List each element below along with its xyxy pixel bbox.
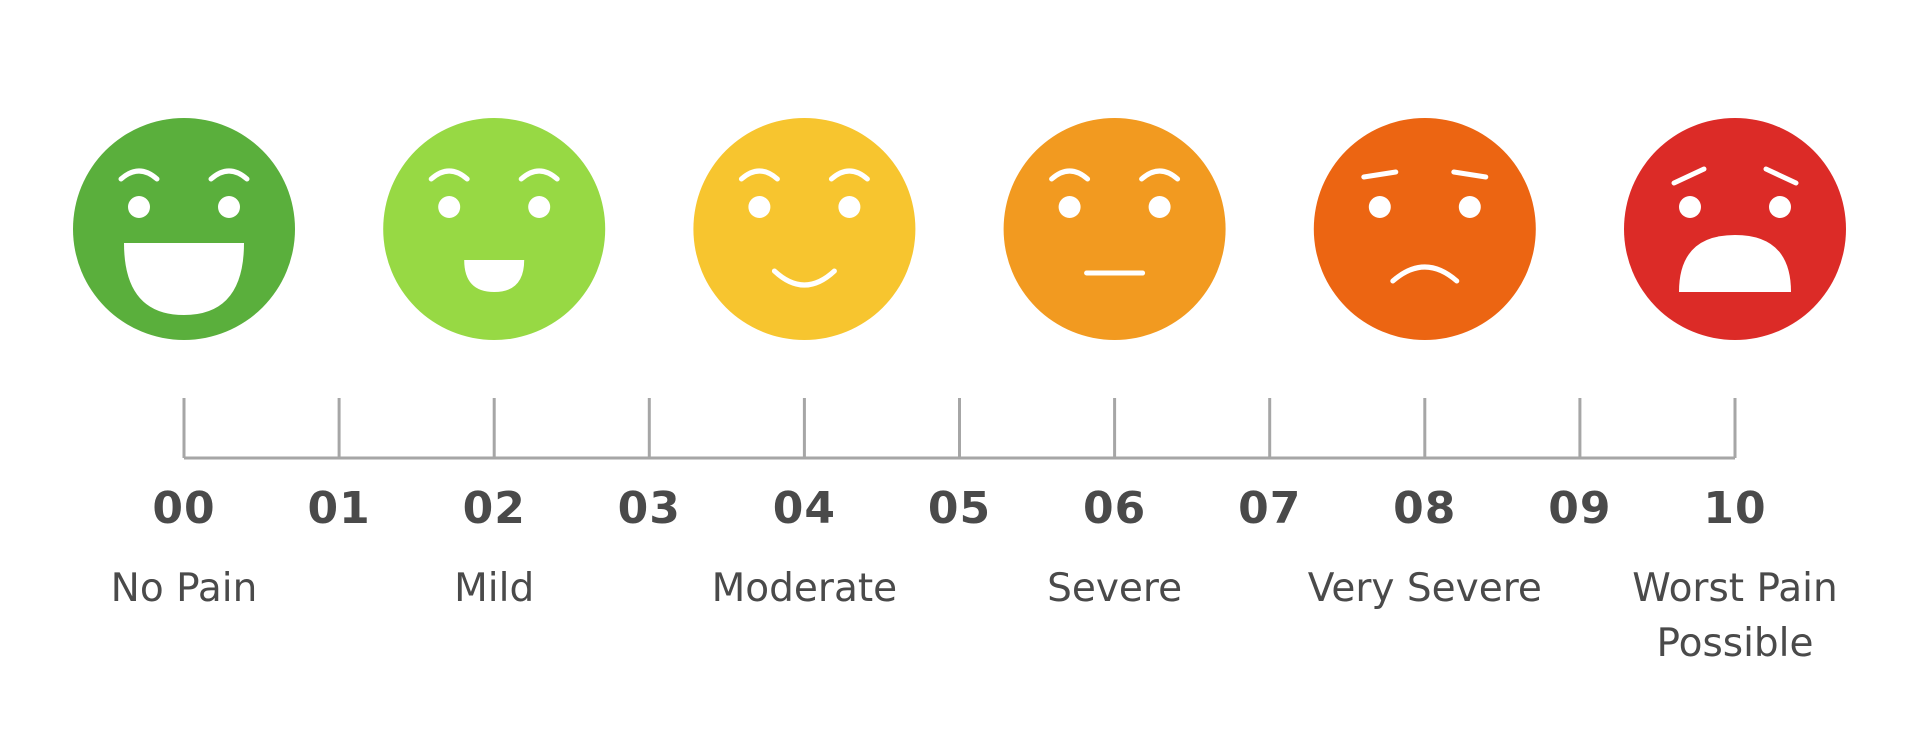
level-label-line: Worst Pain: [1632, 566, 1837, 611]
level-label-line: Mild: [454, 566, 534, 611]
level-labels: No Pain Mild Moderate Severe Very Severe Wors…: [111, 566, 1838, 666]
tick-label: 08: [1393, 483, 1456, 534]
level-label-line: No Pain: [111, 566, 258, 611]
level-label-line: Very Severe: [1308, 566, 1542, 611]
tick-label: 06: [1083, 483, 1146, 534]
tick-label: 03: [618, 483, 681, 534]
level-label: Very Severe: [1308, 566, 1542, 611]
anguished-face-icon: [1624, 118, 1846, 340]
level-label: Moderate: [712, 566, 897, 611]
tick-label: 00: [152, 483, 215, 534]
tick-label: 02: [463, 483, 526, 534]
neutral-face-icon: [1003, 118, 1226, 340]
level-label-line: Possible: [1656, 621, 1813, 666]
smiling-face-icon: [383, 118, 606, 340]
level-label: Mild: [454, 566, 534, 611]
tick-label: 07: [1238, 483, 1301, 534]
level-label-line: Severe: [1047, 566, 1182, 611]
tick-label: 04: [773, 483, 836, 534]
slight-smile-face-icon: [693, 118, 916, 340]
level-label: No Pain: [111, 566, 258, 611]
level-label: Worst Pain Possible: [1632, 566, 1837, 666]
level-label-line: Moderate: [712, 566, 897, 611]
level-label: Severe: [1047, 566, 1182, 611]
tick-label: 10: [1703, 483, 1766, 534]
tick-label: 09: [1548, 483, 1611, 534]
frowning-face-icon: [1313, 118, 1536, 340]
tick-labels: 00 01 02 03 04 05 06 07 08 09 10: [152, 483, 1766, 534]
tick-label: 01: [307, 483, 370, 534]
faces-row: [73, 118, 1846, 340]
scale-axis: [182, 398, 1737, 460]
tick-label: 05: [928, 483, 991, 534]
grinning-face-icon: [73, 118, 295, 340]
